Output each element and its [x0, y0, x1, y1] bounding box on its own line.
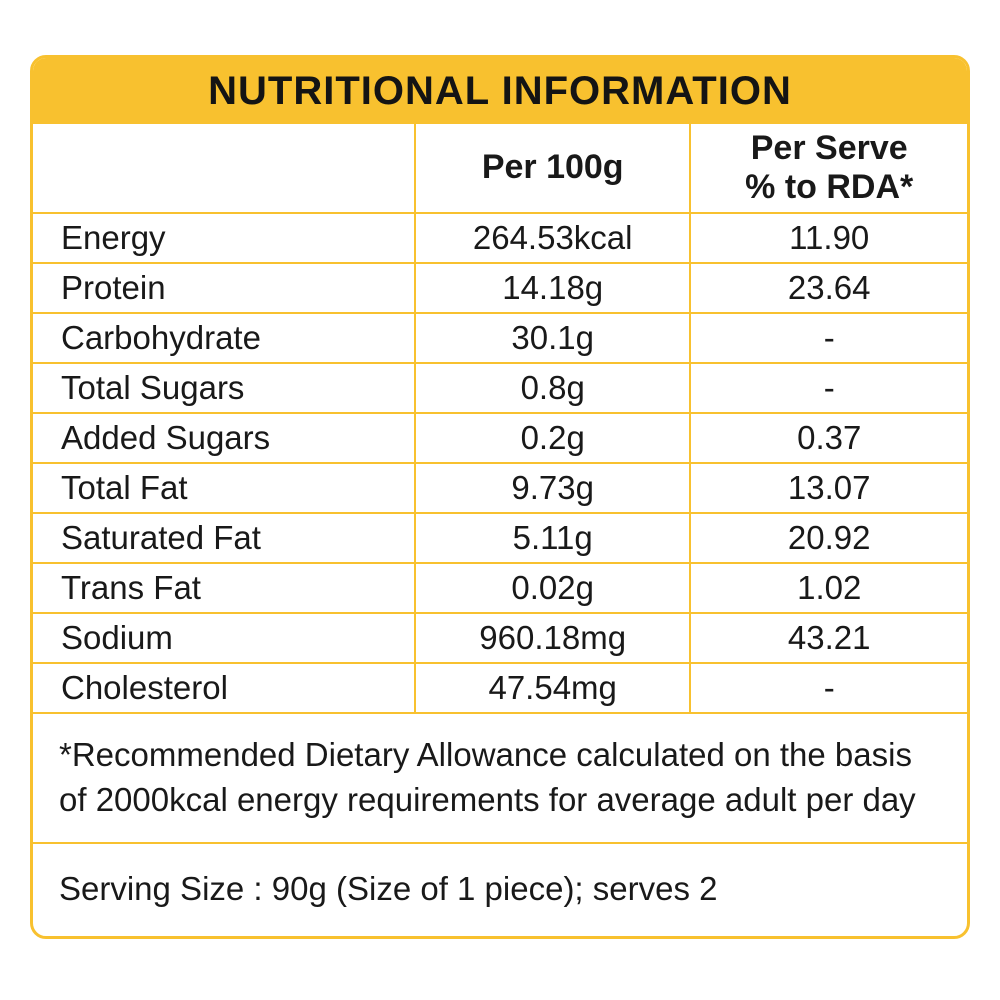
per-serve-line1: Per Serve: [750, 128, 908, 167]
per-100g-value: 5.11g: [416, 514, 692, 562]
per-serve-rda-value: 0.37: [797, 419, 862, 456]
column-header-per-serve: Per Serve % to RDA*: [691, 124, 967, 212]
nutrient-name: Cholesterol: [33, 664, 416, 712]
table-row: Energy 264.53kcal 11.90: [33, 212, 967, 262]
nutrient-name: Carbohydrate: [33, 314, 416, 362]
per-serve-header-text: Per Serve % to RDA*: [745, 129, 913, 207]
per-100g-value: 30.1g: [416, 314, 692, 362]
per-serve-rda-value: 1.02: [797, 569, 862, 606]
per-serve-rda-value: 11.90: [789, 219, 870, 256]
nutrient-name: Total Sugars: [33, 364, 416, 412]
table-row: Trans Fat 0.02g 1.02: [33, 562, 967, 612]
nutrition-label: NUTRITIONAL INFORMATION Per 100g Per Ser…: [30, 55, 970, 940]
table-row: Cholesterol 47.54mg -: [33, 662, 967, 712]
per-100g-value: 960.18mg: [416, 614, 692, 662]
per-serve-rda-value: 20.92: [787, 519, 871, 556]
per-100g-value: 9.73g: [416, 464, 692, 512]
nutrient-name: Energy: [33, 214, 416, 262]
per-100g-value: 14.18g: [416, 264, 692, 312]
per-100g-value: 0.2g: [416, 414, 692, 462]
column-header-nutrient: [33, 124, 416, 212]
per-100g-value: 264.53kcal: [416, 214, 692, 262]
per-serve-rda-value: 23.64: [787, 269, 871, 306]
table-row: Protein 14.18g 23.64: [33, 262, 967, 312]
nutrient-name: Total Fat: [33, 464, 416, 512]
per-serve-rda-value: 43.21: [787, 619, 871, 656]
nutrient-name: Trans Fat: [33, 564, 416, 612]
nutrient-name: Saturated Fat: [33, 514, 416, 562]
nutrition-label-title: NUTRITIONAL INFORMATION: [33, 58, 967, 124]
nutrient-name: Added Sugars: [33, 414, 416, 462]
nutrient-name: Sodium: [33, 614, 416, 662]
table-row: Total Fat 9.73g 13.07: [33, 462, 967, 512]
per-100g-value: 0.8g: [416, 364, 692, 412]
per-100g-value: 47.54mg: [416, 664, 692, 712]
column-header-per-100g: Per 100g: [416, 124, 692, 212]
per-100g-value: 0.02g: [416, 564, 692, 612]
column-header-row: Per 100g Per Serve % to RDA*: [33, 124, 967, 212]
nutrient-name: Protein: [33, 264, 416, 312]
table-row: Total Sugars 0.8g -: [33, 362, 967, 412]
per-serve-rda-value: -: [823, 369, 835, 406]
table-row: Added Sugars 0.2g 0.37: [33, 412, 967, 462]
per-serve-rda-value: -: [823, 319, 835, 356]
table-row: Carbohydrate 30.1g -: [33, 312, 967, 362]
per-serve-rda-value: 13.07: [787, 469, 871, 506]
rda-footnote: *Recommended Dietary Allowance calculate…: [33, 712, 967, 842]
per-serve-rda-value: -: [823, 669, 835, 706]
per-serve-line2: % to RDA*: [745, 168, 914, 206]
table-row: Saturated Fat 5.11g 20.92: [33, 512, 967, 562]
table-row: Sodium 960.18mg 43.21: [33, 612, 967, 662]
serving-size-note: Serving Size : 90g (Size of 1 piece); se…: [33, 842, 967, 936]
